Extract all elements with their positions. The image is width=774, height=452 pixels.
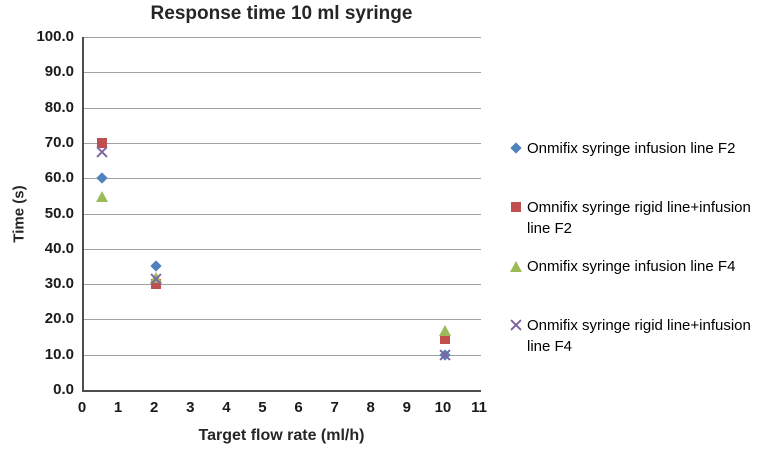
x-icon: [510, 319, 522, 331]
x-marker: [150, 273, 162, 285]
x-marker: [96, 146, 108, 158]
y-tick-label: 20.0: [44, 310, 74, 328]
y-axis-tick-labels: 0.0 10.0 20.0 30.0 40.0 50.0 60.0 70.0 80.0 90.0 1…: [0, 28, 74, 398]
gridline: [84, 72, 481, 74]
x-tick-label: 7: [330, 399, 339, 416]
legend-entry: Onmifix syringe rigid line+infusion line…: [500, 315, 774, 357]
x-axis-title: Target flow rate (ml/h): [198, 427, 365, 444]
x-tick-label: 1: [113, 399, 123, 416]
x-tick-label: 0: [77, 399, 87, 416]
square-marker: [439, 333, 451, 345]
x-tick-label: 2: [150, 399, 159, 416]
gridline: [84, 37, 481, 38]
legend-entry-label: Onmifix syringe rigid line+infusion line…: [527, 317, 751, 355]
x-marker: [439, 349, 451, 361]
x-axis-tick-labels: 0 1 2 3 4 5 6 7 8 9 10 11: [78, 399, 487, 419]
y-tick-label: 70.0: [44, 133, 74, 151]
gridline: [84, 213, 481, 215]
x-tick-label: 3: [186, 399, 195, 416]
y-tick-label: 50.0: [44, 204, 74, 222]
legend-entry: Onmifix syringe infusion line F2: [500, 138, 774, 159]
y-tick-label: 60.0: [44, 169, 74, 187]
gridline: [84, 319, 481, 321]
y-tick-label: 100.0: [36, 28, 74, 45]
square-marker: [96, 137, 108, 149]
triangle-marker: [96, 190, 109, 202]
y-tick-label: 90.0: [44, 63, 74, 81]
legend-entry: Omnifix syringe rigid line+infusion line…: [500, 197, 774, 239]
gridline: [84, 284, 481, 286]
diamond-icon: [510, 142, 522, 154]
x-tick-label: 10: [434, 399, 452, 416]
chart-title: Response time 10 ml syringe: [150, 3, 413, 24]
gridline: [84, 178, 481, 180]
gridline: [84, 107, 481, 109]
gridline: [84, 354, 481, 356]
square-icon: [510, 201, 522, 213]
y-tick-label: 30.0: [44, 275, 74, 293]
legend-entry-label: Onmifix syringe infusion line F4: [527, 258, 736, 275]
triangle-marker: [438, 324, 451, 336]
x-tick-label: 5: [258, 399, 267, 416]
x-tick-label: 9: [402, 399, 411, 416]
y-tick-label: 80.0: [44, 98, 74, 116]
y-tick-label: 10.0: [44, 345, 74, 363]
x-tick-label: 11: [471, 399, 487, 416]
y-tick-label: 40.0: [44, 239, 74, 257]
triangle-icon: [510, 260, 522, 272]
x-tick-label: 4: [222, 399, 231, 416]
x-tick-label: 8: [366, 399, 375, 416]
gridline: [84, 142, 481, 144]
plot-area: [82, 37, 481, 392]
diamond-marker: [96, 172, 108, 184]
y-tick-label: 0.0: [53, 381, 74, 398]
gridline: [84, 248, 481, 250]
legend-entry-label: Omnifix syringe rigid line+infusion line…: [527, 199, 751, 237]
legend-entry-label: Onmifix syringe infusion line F2: [527, 140, 736, 157]
x-tick-label: 6: [294, 399, 303, 416]
legend-entry: Onmifix syringe infusion line F4: [500, 256, 774, 277]
